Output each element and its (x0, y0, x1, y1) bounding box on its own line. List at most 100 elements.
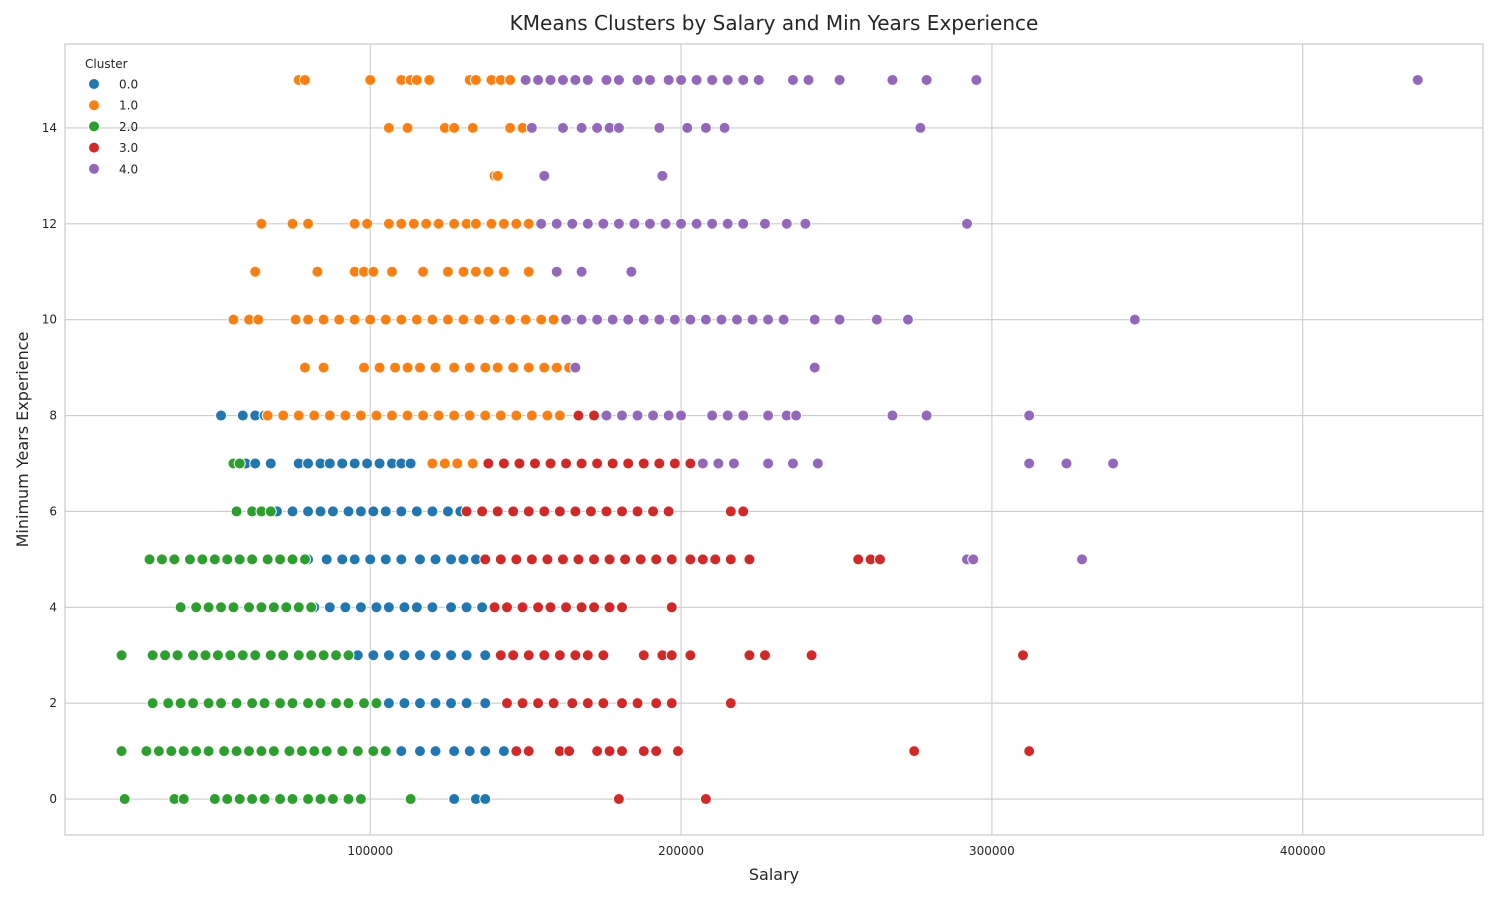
data-point (488, 601, 501, 614)
data-point (441, 265, 454, 278)
data-point (597, 649, 610, 662)
data-point (721, 409, 734, 422)
data-point (479, 745, 492, 758)
data-point (230, 745, 243, 758)
data-point (215, 697, 228, 710)
data-point (404, 457, 417, 470)
data-point (389, 361, 402, 374)
data-point (305, 649, 318, 662)
data-point (255, 745, 268, 758)
data-point (603, 553, 616, 566)
data-point (264, 505, 277, 518)
legend-label: 2.0 (119, 120, 138, 134)
data-point (426, 313, 439, 326)
data-point (364, 553, 377, 566)
data-point (348, 457, 361, 470)
data-point (183, 553, 196, 566)
data-point (274, 793, 287, 806)
data-point (535, 217, 548, 230)
y-tick-label: 4 (49, 600, 57, 614)
data-point (901, 313, 914, 326)
data-point (603, 745, 616, 758)
data-point (581, 73, 594, 86)
data-point (500, 601, 513, 614)
data-point (665, 601, 678, 614)
data-point (457, 265, 470, 278)
data-point (612, 217, 625, 230)
data-point (451, 457, 464, 470)
data-point (336, 457, 349, 470)
data-point (233, 553, 246, 566)
data-point (833, 313, 846, 326)
data-point (1016, 649, 1029, 662)
data-point (1023, 409, 1036, 422)
data-point (494, 409, 507, 422)
data-point (491, 169, 504, 182)
data-point (873, 553, 886, 566)
data-point (597, 697, 610, 710)
data-point (445, 697, 458, 710)
data-point (227, 313, 240, 326)
data-point (221, 553, 234, 566)
data-point (413, 361, 426, 374)
data-point (572, 553, 585, 566)
data-point (637, 649, 650, 662)
data-point (432, 409, 445, 422)
data-point (302, 217, 315, 230)
data-point (323, 409, 336, 422)
data-point (538, 169, 551, 182)
data-point (354, 505, 367, 518)
data-point (302, 457, 315, 470)
data-point (168, 553, 181, 566)
y-tick-label: 0 (49, 792, 57, 806)
data-point (581, 649, 594, 662)
data-point (426, 601, 439, 614)
data-point (519, 73, 532, 86)
data-point (500, 697, 513, 710)
data-point (473, 313, 486, 326)
data-point (342, 649, 355, 662)
data-point (413, 553, 426, 566)
data-point (429, 553, 442, 566)
data-point (1128, 313, 1141, 326)
data-point (510, 217, 523, 230)
data-point (314, 793, 327, 806)
data-point (457, 313, 470, 326)
data-point (267, 601, 280, 614)
data-point (525, 121, 538, 134)
x-tick-label: 100000 (347, 844, 393, 858)
data-point (286, 793, 299, 806)
data-point (432, 217, 445, 230)
data-point (914, 121, 927, 134)
data-point (606, 313, 619, 326)
legend-item: 2.0 (88, 120, 138, 134)
data-point (448, 121, 461, 134)
data-point (162, 697, 175, 710)
data-point (612, 73, 625, 86)
data-point (659, 217, 672, 230)
data-point (302, 793, 315, 806)
data-point (317, 313, 330, 326)
data-point (737, 409, 750, 422)
data-point (743, 553, 756, 566)
data-point (724, 505, 737, 518)
data-point (358, 697, 371, 710)
data-point (597, 217, 610, 230)
data-point (146, 649, 159, 662)
data-point (233, 457, 246, 470)
data-point (566, 697, 579, 710)
data-point (479, 409, 492, 422)
data-point (367, 265, 380, 278)
data-point (286, 553, 299, 566)
data-point (560, 601, 573, 614)
data-point (696, 457, 709, 470)
data-point (961, 217, 974, 230)
y-tick-label: 6 (49, 504, 57, 518)
data-point (364, 73, 377, 86)
data-point (441, 313, 454, 326)
data-point (550, 217, 563, 230)
data-point (379, 553, 392, 566)
data-point (535, 313, 548, 326)
data-point (152, 745, 165, 758)
data-point (482, 457, 495, 470)
